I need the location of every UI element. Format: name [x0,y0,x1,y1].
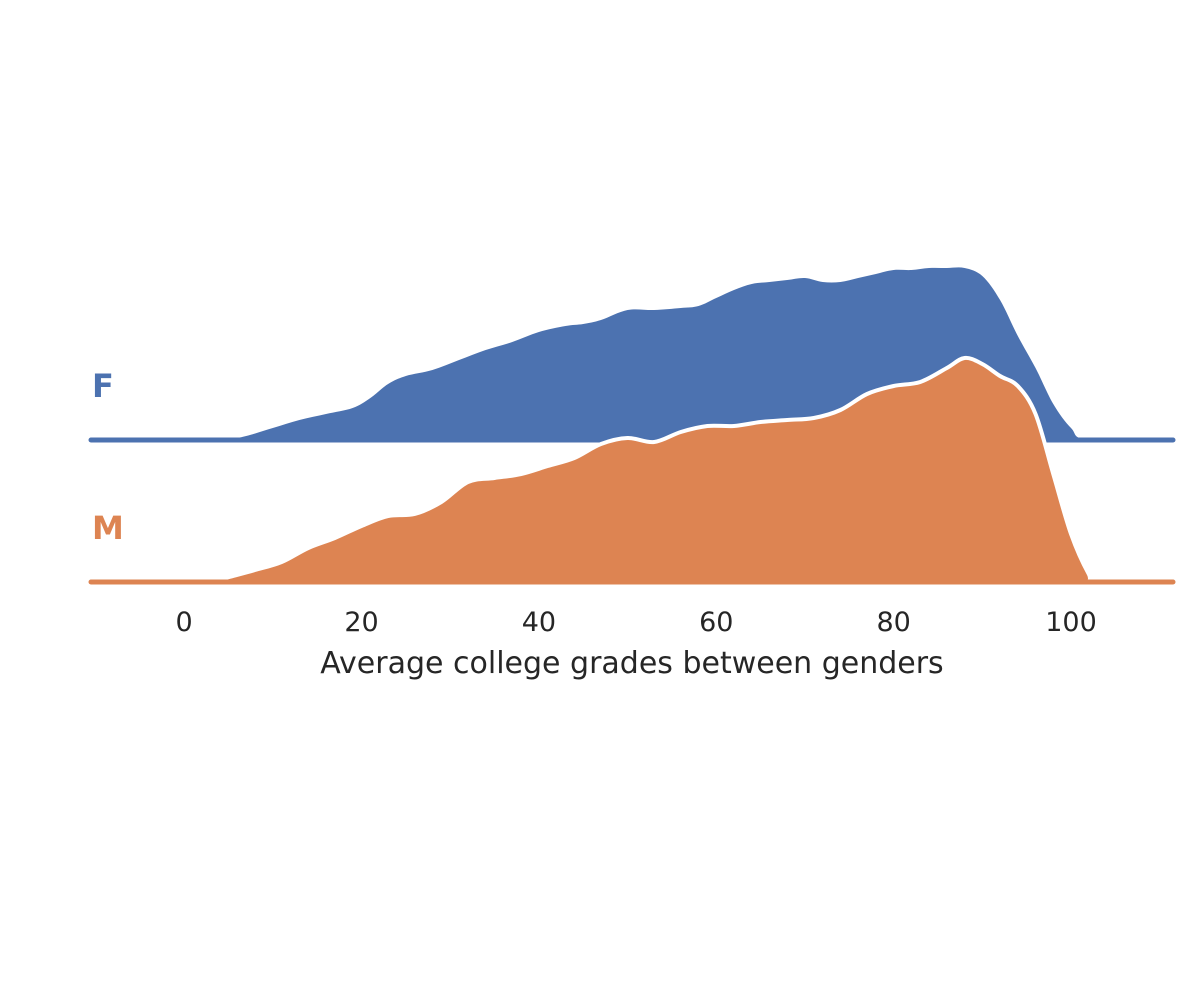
x-axis-label: Average college grades between genders [320,646,943,681]
x-tick-label: 100 [1045,607,1097,638]
x-tick-label: 60 [699,607,733,638]
x-tick-label: 20 [344,607,378,638]
ridge-outline-m [90,355,1174,585]
x-axis-ticks: 0 20 40 60 80 100 [176,607,1097,638]
series-label-f: F [92,367,114,405]
x-tick-label: 40 [522,607,556,638]
ridges-layer: FM [88,267,1176,585]
x-tick-label: 80 [876,607,910,638]
ridge-m: M [88,355,1176,585]
series-label-m: M [92,509,124,547]
x-tick-label: 0 [176,607,193,638]
